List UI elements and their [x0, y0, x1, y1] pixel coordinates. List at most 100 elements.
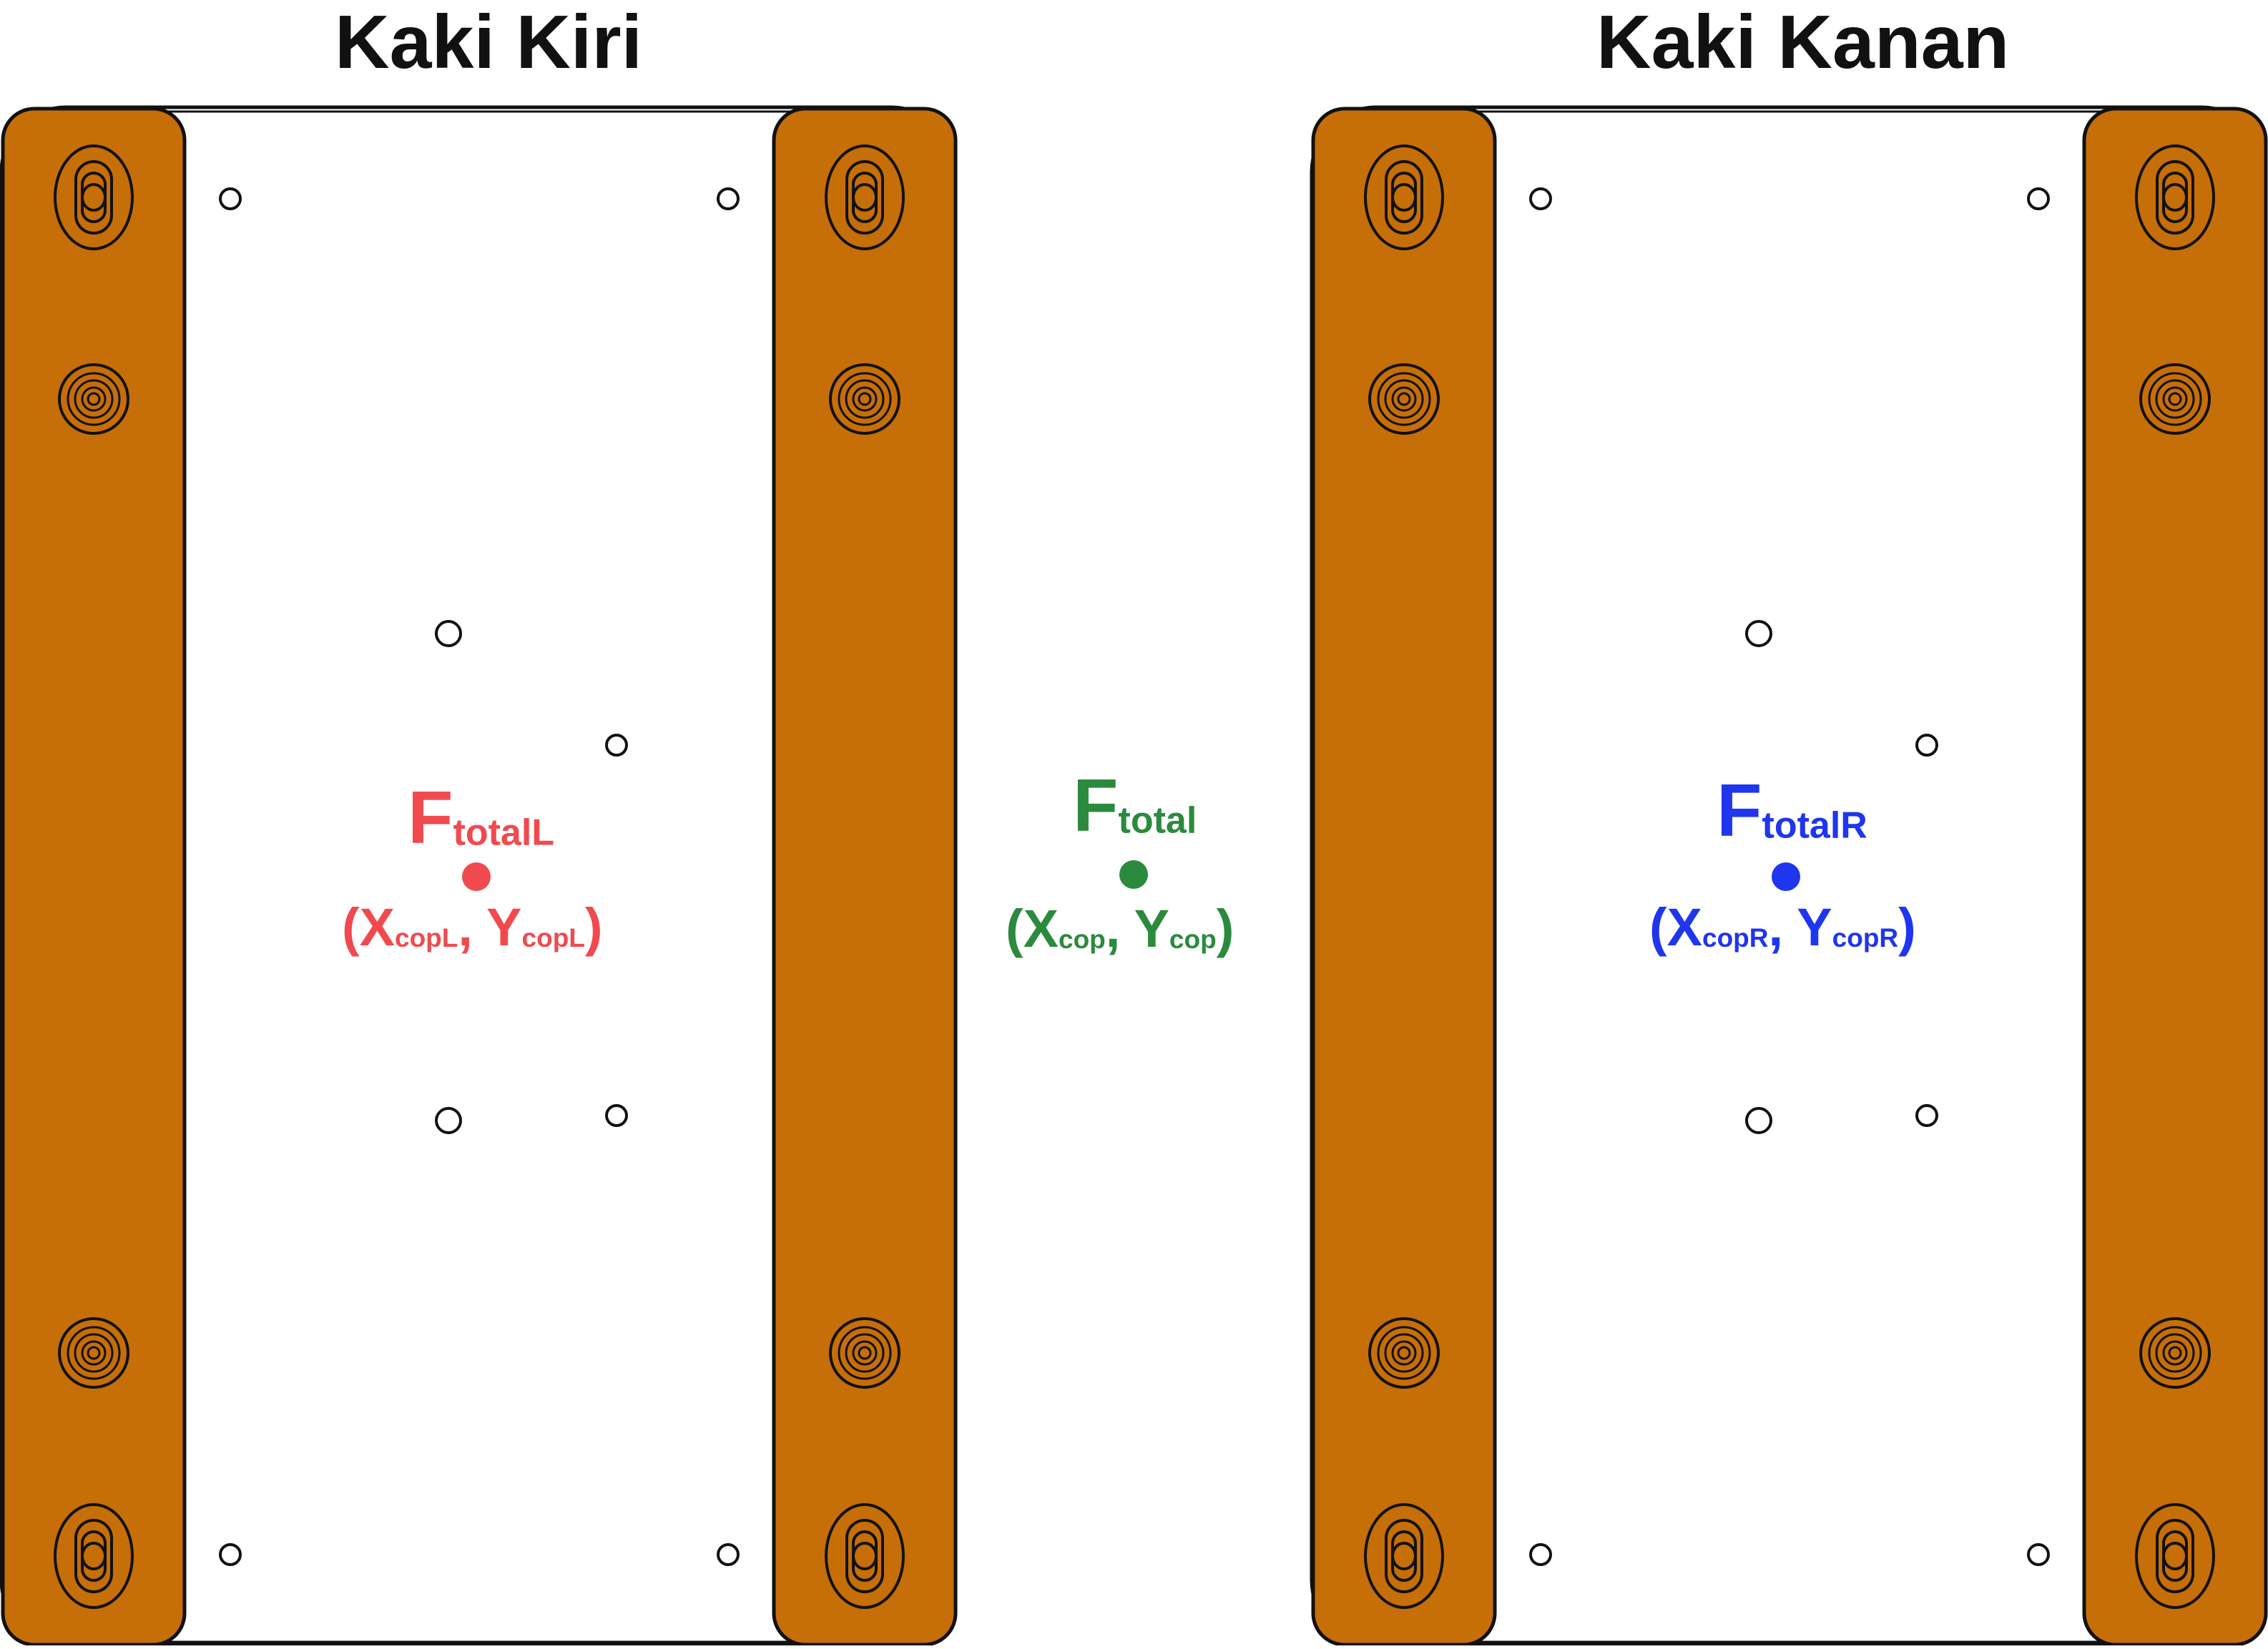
slot-outer-ring [1364, 1503, 1444, 1609]
bolt-ring [858, 1346, 872, 1360]
bolt-ring [67, 372, 121, 426]
rail-inner [772, 107, 958, 1647]
right-cop-marker [1772, 862, 1800, 891]
center-coord-x-sub: cop [1059, 924, 1106, 954]
bolt-ring [1384, 379, 1424, 419]
right-coord-close: ) [1898, 897, 1916, 957]
slot-hole [852, 1542, 878, 1570]
plate-hole [717, 1543, 740, 1566]
left-coord-mid: , Y [458, 897, 522, 957]
center-coord-close: ) [1216, 899, 1234, 958]
bolt-ring [1384, 1333, 1424, 1373]
plate-hole [605, 1104, 628, 1127]
bolt-ring [852, 386, 878, 412]
bolt-ring [2155, 1333, 2195, 1373]
left-force-label: FtotalL [408, 781, 554, 855]
slot-hole [1391, 1542, 1417, 1570]
slot-outer-ring [825, 144, 905, 250]
slot-inner [1385, 1519, 1423, 1593]
slot-outer-ring [2135, 144, 2215, 250]
plate-hole [2027, 187, 2050, 210]
left-force-subscript: totalL [453, 812, 555, 854]
slot-inner [2156, 160, 2194, 235]
center-coord-y-sub: cop [1169, 924, 1217, 954]
rail-body [2082, 107, 2268, 1647]
bolt-ring [852, 1340, 878, 1366]
bolt-ring [838, 1326, 892, 1380]
left-coord-y-sub: copL [521, 922, 585, 953]
bolt-ring [2168, 1346, 2182, 1360]
bolt-ring [1377, 1326, 1431, 1380]
right-coord-x-sub: copR [1702, 922, 1769, 953]
plate-hole [435, 620, 462, 647]
plate-hole [605, 734, 628, 757]
bolt-ring [1391, 386, 1417, 412]
bolt-ring [2139, 363, 2211, 435]
plate-hole [219, 187, 242, 210]
plate-hole [1745, 620, 1772, 647]
right-coord-open: (X [1649, 897, 1702, 957]
center-cop-coordinates: (Xcop, Ycop) [1006, 902, 1234, 955]
slot-inner [845, 160, 884, 235]
rail-outer [1311, 107, 1497, 1647]
bolt-ring [2162, 386, 2188, 412]
left-foot-title: Kaki Kiri [335, 0, 643, 84]
bolt-ring [1391, 1340, 1417, 1366]
right-coord-y-sub: copR [1832, 922, 1899, 953]
bolt-ring [58, 363, 129, 435]
center-force-symbol: F [1073, 764, 1119, 847]
right-foot-title: Kaki Kanan [1596, 0, 2010, 84]
bolt-ring [67, 1326, 121, 1380]
plate-hole [435, 1107, 462, 1134]
bolt-ring [74, 379, 114, 419]
rail-body [772, 107, 958, 1647]
slot-hole [2162, 183, 2188, 212]
slot-outer-ring [2135, 1503, 2215, 1609]
rail-outer [1, 107, 187, 1647]
plate-hole [1915, 734, 1938, 757]
bolt-ring [845, 379, 885, 419]
right-force-label: FtotalR [1717, 774, 1867, 848]
center-cop-marker [1119, 860, 1148, 889]
slot-hole [2162, 1542, 2188, 1570]
bolt-ring [2162, 1340, 2188, 1366]
slot-inner [74, 160, 113, 235]
center-force-label: Ftotal [1073, 769, 1197, 843]
left-coord-x-sub: copL [395, 922, 458, 953]
right-force-subscript: totalR [1762, 804, 1867, 847]
rail-body [1311, 107, 1497, 1647]
slot-inner [2156, 1519, 2194, 1593]
right-cop-coordinates: (XcopR, YcopR) [1649, 901, 1916, 954]
plate-hole [219, 1543, 242, 1566]
bolt-ring [829, 363, 900, 435]
rail-inner [2082, 107, 2268, 1647]
rail-body [1, 107, 187, 1647]
left-cop-marker [462, 862, 491, 891]
bolt-ring [2139, 1317, 2211, 1389]
right-force-symbol: F [1717, 769, 1762, 852]
bolt-ring [838, 372, 892, 426]
bolt-ring [74, 1333, 114, 1373]
bolt-ring [2148, 1326, 2202, 1380]
slot-outer-ring [54, 144, 134, 250]
left-coord-close: ) [584, 897, 603, 957]
slot-outer-ring [1364, 144, 1444, 250]
left-force-symbol: F [408, 777, 453, 860]
bolt-ring [1368, 363, 1440, 435]
bolt-ring [2168, 392, 2182, 406]
bolt-ring [2148, 372, 2202, 426]
bolt-ring [2155, 379, 2195, 419]
slot-inner [1385, 160, 1423, 235]
bolt-ring [1368, 1317, 1440, 1389]
plate-hole [1529, 187, 1552, 210]
slot-outer-ring [825, 1503, 905, 1609]
slot-outer-ring [54, 1503, 134, 1609]
bolt-ring [858, 392, 872, 406]
slot-inner [845, 1519, 884, 1593]
bolt-ring [1397, 1346, 1411, 1360]
right-coord-mid: , Y [1768, 897, 1832, 957]
plate-hole [1745, 1107, 1772, 1134]
bolt-ring [829, 1317, 900, 1389]
